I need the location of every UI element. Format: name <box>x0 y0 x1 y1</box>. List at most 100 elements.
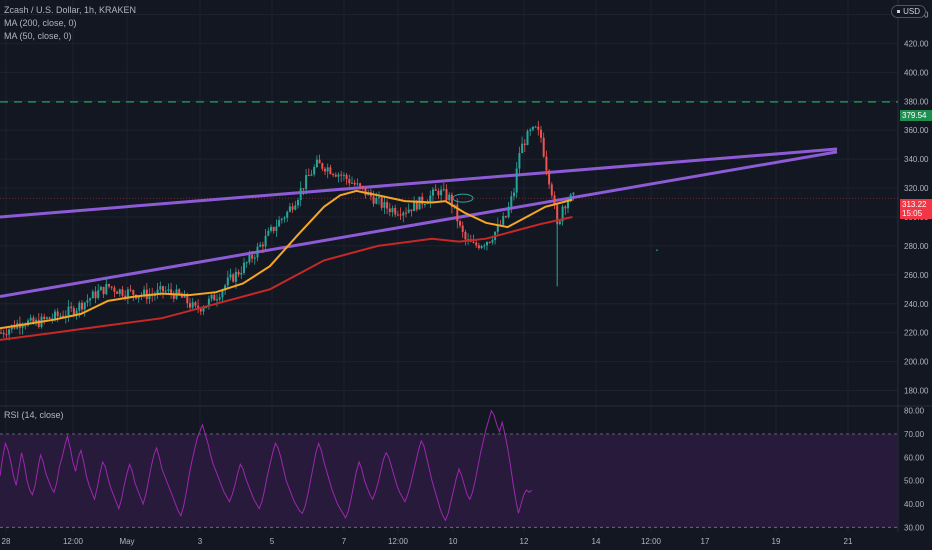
rsi-line[interactable] <box>0 409 533 522</box>
candle-body <box>518 153 521 169</box>
candle-body <box>48 317 51 319</box>
candle-body <box>432 189 434 196</box>
candle-body <box>5 334 8 336</box>
candle-body <box>278 219 281 227</box>
candle-body <box>480 245 483 249</box>
candle-body <box>297 200 299 206</box>
candle-body <box>361 186 364 188</box>
time-tick-label: 12 <box>520 537 529 546</box>
candle-body <box>332 173 335 175</box>
candle-body <box>383 202 386 208</box>
price-tick-label: 320.00 <box>904 184 929 193</box>
candle-body <box>43 316 46 319</box>
candle-body <box>21 325 24 328</box>
candle-body <box>450 194 453 207</box>
candle-body <box>116 291 119 294</box>
symbol-title[interactable]: Zcash / U.S. Dollar, 1h, KRAKEN <box>4 5 137 15</box>
candle-body <box>118 289 121 294</box>
candle-body <box>348 179 351 184</box>
candle-body <box>418 196 421 210</box>
current-price-value: 313.22 <box>902 200 927 209</box>
candle-body <box>378 197 380 199</box>
rsi-legend[interactable]: RSI (14, close) <box>4 410 64 420</box>
candle-body <box>229 274 232 278</box>
price-tick-label: 220.00 <box>904 329 929 338</box>
rsi-tick-label: 30.00 <box>904 523 925 532</box>
candle-body <box>199 309 202 312</box>
ma50-legend[interactable]: MA (50, close, 0) <box>4 31 72 41</box>
candle-body <box>272 226 275 232</box>
candle-body <box>83 302 86 310</box>
candle-body <box>216 299 218 301</box>
rsi-tick-label: 80.00 <box>904 407 925 416</box>
annotation-dot <box>656 249 658 252</box>
candle-body <box>324 168 326 172</box>
candle-body <box>248 255 251 263</box>
time-tick-label: May <box>119 537 134 546</box>
trendline[interactable] <box>0 150 838 298</box>
candle-body <box>556 205 559 225</box>
candle-body <box>234 271 237 282</box>
candle-body <box>59 315 62 317</box>
candle-body <box>240 272 243 275</box>
time-tick-label: 12:00 <box>388 537 409 546</box>
candle-body <box>488 241 491 243</box>
candle-body <box>232 274 235 282</box>
candle-body <box>388 208 391 213</box>
candle-body <box>456 204 459 222</box>
candle-body <box>445 189 448 201</box>
price-tick-label: 400.00 <box>904 68 929 77</box>
candle-body <box>353 182 356 185</box>
candle-body <box>164 290 167 292</box>
candle-body <box>67 306 70 316</box>
candle-body <box>121 289 124 296</box>
currency-badge[interactable]: USD <box>891 5 926 18</box>
trendline[interactable] <box>0 147 838 219</box>
candle-body <box>99 286 102 291</box>
candle-body <box>345 174 348 180</box>
candle-body <box>545 156 548 171</box>
candle-body <box>569 194 572 202</box>
time-tick-label: 19 <box>772 537 781 546</box>
candle-body <box>91 291 94 299</box>
candle-body <box>167 289 170 291</box>
candle-body <box>391 207 394 213</box>
candle-body <box>72 308 75 315</box>
candle-body <box>170 289 173 294</box>
candle-body <box>110 286 113 288</box>
candle-body <box>410 209 413 212</box>
candle-body <box>526 131 529 145</box>
candle-body <box>0 332 2 334</box>
time-tick-label: 3 <box>198 537 203 546</box>
candle-body <box>259 244 262 247</box>
candle-body <box>542 137 545 157</box>
candle-body <box>183 294 186 298</box>
candle-body <box>421 196 424 205</box>
candle-body <box>8 329 11 335</box>
candle-body <box>380 197 383 208</box>
annotation-ellipse[interactable] <box>452 193 474 203</box>
candle-body <box>356 183 359 185</box>
candle-body <box>502 216 505 225</box>
candle-body <box>475 242 478 246</box>
ma50-line[interactable] <box>0 189 573 330</box>
candle-body <box>156 289 159 295</box>
candle-body <box>329 167 332 174</box>
candle-body <box>264 235 267 247</box>
candle-body <box>159 286 162 290</box>
candle-body <box>94 291 97 299</box>
candle-body <box>243 262 245 273</box>
price-tick-label: 280.00 <box>904 242 929 251</box>
candle-body <box>534 126 537 128</box>
candle-body <box>564 206 567 209</box>
candle-body <box>558 221 561 225</box>
ma200-legend[interactable]: MA (200, close, 0) <box>4 18 77 28</box>
rsi-tick-label: 60.00 <box>904 453 925 462</box>
ma200-line[interactable] <box>0 216 573 341</box>
candle-body <box>442 189 445 191</box>
currency-dot-icon <box>897 10 901 14</box>
candle-body <box>313 166 316 175</box>
candle-body <box>56 311 59 317</box>
candle-body <box>440 189 443 196</box>
